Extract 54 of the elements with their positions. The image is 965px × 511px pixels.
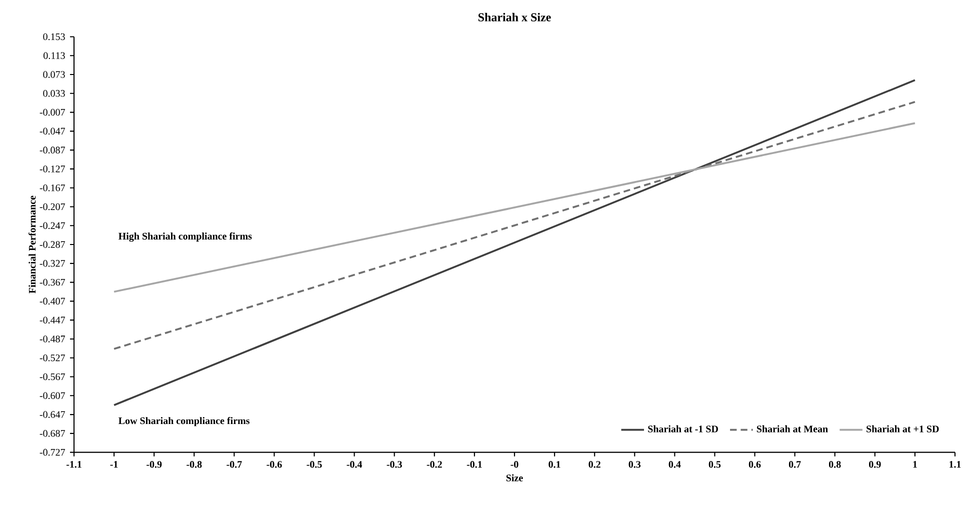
y-tick-label: -0.487 <box>40 336 66 342</box>
y-tick-label: 0.073 <box>43 71 65 78</box>
y-tick-label: 0.153 <box>43 33 65 40</box>
y-tick-label: -0.047 <box>40 128 66 135</box>
y-tick-label: -0.247 <box>40 222 66 230</box>
y-tick-label: -0.127 <box>40 166 66 172</box>
y-tick-label: -0.567 <box>40 373 66 380</box>
x-tick-label: -0.9 <box>146 461 162 468</box>
y-tick-label: -0.207 <box>40 203 66 210</box>
y-tick-label: -0.687 <box>40 430 66 437</box>
x-tick-label: -0.8 <box>186 461 202 468</box>
x-tick-label: 0.9 <box>869 461 881 468</box>
y-tick-label: -0.007 <box>40 108 66 116</box>
x-tick-label: 0.3 <box>628 461 641 468</box>
y-tick-label: -0.087 <box>40 146 66 154</box>
y-tick-label: -0.647 <box>40 411 66 418</box>
x-tick-label: 1 <box>913 461 917 468</box>
x-tick-label: 0.5 <box>708 461 721 468</box>
legend-label: Shariah at +1 SD <box>866 425 939 432</box>
x-tick-label: 0.4 <box>668 461 681 468</box>
x-tick-label: 0.6 <box>748 461 761 468</box>
y-tick-label: 0.113 <box>44 52 65 60</box>
x-tick-label: 0.8 <box>828 461 841 468</box>
y-tick-label: -0.327 <box>40 260 66 267</box>
x-tick-label: 0.2 <box>588 461 600 468</box>
x-tick-label: 0.1 <box>548 461 560 468</box>
x-tick-label: -0.4 <box>346 461 362 468</box>
x-tick-label: -0 <box>510 461 518 468</box>
y-tick-label: -0.287 <box>40 241 66 248</box>
x-tick-label: -0.1 <box>466 461 482 468</box>
x-tick-label: -0.6 <box>266 461 282 468</box>
annotation: Low Shariah compliance firms <box>118 416 250 426</box>
y-tick-label: -0.727 <box>40 448 66 456</box>
annotation: High Shariah compliance firms <box>118 232 252 242</box>
chart-title: Shariah x Size <box>478 12 551 22</box>
y-tick-label: 0.033 <box>43 90 65 97</box>
x-tick-label: -1 <box>110 461 118 468</box>
x-tick-label: -1.1 <box>66 461 82 468</box>
y-axis-title: Financial Performance <box>28 196 36 294</box>
y-tick-label: -0.167 <box>40 184 66 192</box>
y-tick-label: -0.367 <box>40 278 66 286</box>
y-tick-label: -0.527 <box>40 354 66 362</box>
y-tick-label: -0.407 <box>40 298 66 305</box>
x-tick-label: -0.7 <box>226 461 242 468</box>
x-tick-label: 0.7 <box>788 461 801 468</box>
x-axis-title: Size <box>506 474 523 482</box>
legend-label: Shariah at Mean <box>756 425 828 432</box>
x-tick-label: -0.5 <box>306 461 322 468</box>
x-tick-label: 1.1 <box>950 461 961 468</box>
y-tick-label: -0.607 <box>40 392 66 400</box>
y-tick-label: -0.447 <box>40 316 66 324</box>
x-tick-label: -0.2 <box>426 461 442 468</box>
x-tick-label: -0.3 <box>386 461 402 468</box>
legend-label: Shariah at -1 SD <box>648 425 718 432</box>
